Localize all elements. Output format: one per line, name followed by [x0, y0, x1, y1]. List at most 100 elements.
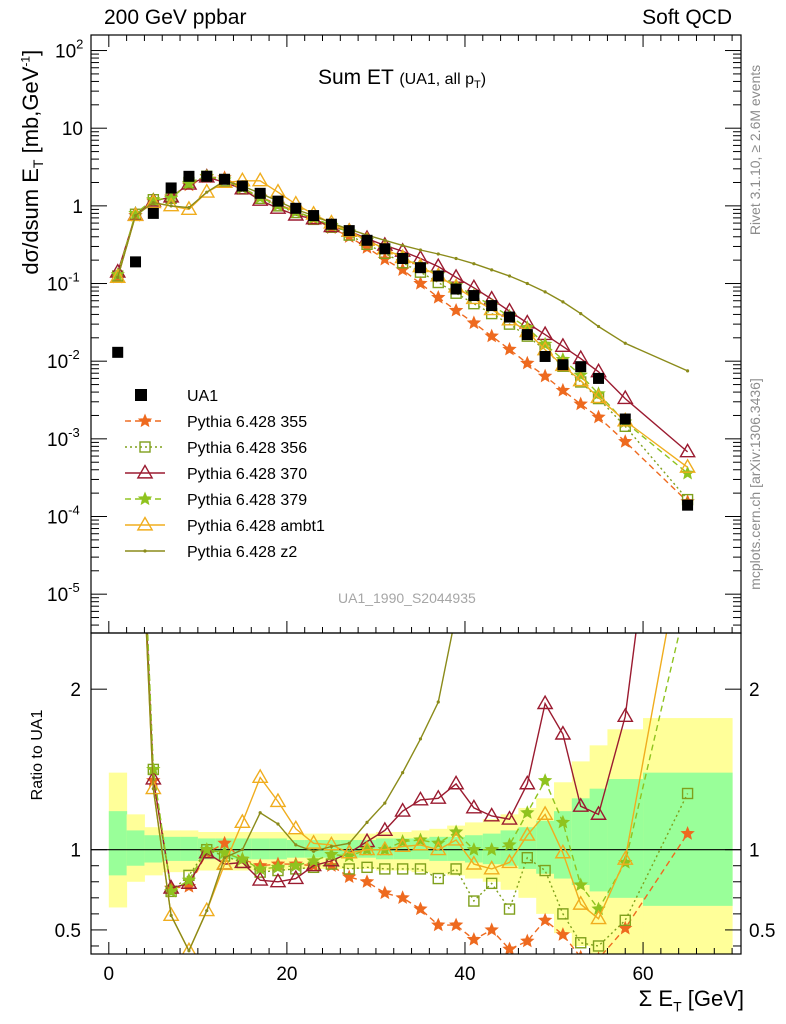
chart-title-main: Sum ET [318, 66, 394, 89]
ua1-data-point [236, 180, 248, 192]
ua1-data-point [254, 187, 266, 199]
series-1-ratio-point [359, 874, 375, 888]
ua1-data-point [557, 359, 569, 371]
ratio-inner-band [144, 835, 163, 863]
series-6-point [418, 248, 423, 252]
series-3-ratio-point [680, 223, 694, 235]
y-tick-label: 10-3 [47, 425, 80, 451]
y-tick-label: 10-5 [47, 580, 80, 606]
ratio-inner-band [162, 836, 181, 861]
series-3-ratio-point [465, 799, 483, 814]
series-6-point [472, 262, 476, 266]
series-1-point [502, 341, 517, 356]
series-2-ratio-point [539, 864, 551, 877]
series-5-ratio-point [216, 855, 233, 870]
series-4-ratio-point [520, 805, 535, 819]
ua1-data-point [130, 256, 142, 268]
rivet-version-label: Rivet 3.1.10, ≥ 2.6M events [747, 64, 763, 236]
series-6-ratio-point [294, 843, 298, 847]
y-axis-label: dσ/dsum ET [mb,GeV-1] [17, 49, 47, 275]
series-1-ratio-point [520, 933, 535, 948]
ua1-data-point [682, 499, 694, 511]
series-3-ratio-point [251, 871, 269, 886]
energy-label: 200 GeV ppbar [104, 6, 247, 29]
series-3-ratio-point [412, 791, 429, 806]
mcplots-label: mcplots.cern.ch [arXiv:1306.3436] [747, 378, 763, 590]
series-3-ratio-point [590, 805, 607, 820]
series-4-ratio-point [235, 851, 250, 866]
series-6-ratio-point [597, 259, 600, 262]
legend-marker-3 [136, 464, 154, 479]
series-5-ratio-point [323, 835, 340, 851]
series-6-point [561, 300, 565, 304]
series-1-point [466, 315, 482, 330]
series-6-point [116, 275, 120, 279]
legend-marker-1 [137, 413, 153, 428]
series-3-ratio-point [501, 810, 518, 825]
series-6-ratio-point [401, 771, 405, 775]
series-6-ratio-point [347, 841, 351, 845]
ratio-tick-label-right: 2 [749, 680, 760, 701]
series-3-ratio-point [394, 802, 411, 817]
ua1-data-point [486, 300, 498, 312]
series-5-ratio-point [376, 840, 394, 856]
series-4-ratio-point [181, 872, 197, 887]
legend-marker-4 [137, 491, 153, 506]
series-6-ratio-point [418, 737, 423, 741]
ua1-data-point [308, 210, 320, 222]
series-6-ratio-point [526, 278, 529, 281]
category-label: Soft QCD [642, 6, 732, 29]
ratio-inner-band [536, 820, 555, 874]
ua1-data-point [147, 207, 159, 219]
series-6-ratio-point [151, 787, 155, 791]
ua1-data-point [521, 329, 533, 341]
ua1-data-point [272, 195, 284, 207]
ua1-data-point [414, 262, 426, 274]
series-2-ratio-point [131, 347, 141, 357]
ua1-data-point [325, 218, 337, 230]
series-1-ratio-point [537, 912, 553, 927]
ratio-inner-band [251, 838, 270, 860]
series-1-ratio-point [680, 826, 695, 840]
series-1-ratio-point [502, 941, 517, 954]
legend-marker-5 [136, 516, 154, 531]
series-5-ratio-point [269, 792, 287, 808]
series-5-ratio-point [680, 510, 694, 522]
series-1-point [537, 368, 553, 383]
ratio-inner-band [643, 772, 733, 906]
series-1-ratio-point [129, 370, 141, 382]
series-2-ratio-point [485, 877, 498, 890]
series-1-point [618, 434, 633, 448]
series-6-ratio-point [454, 612, 457, 615]
ua1-data-point [165, 182, 177, 194]
series-1-ratio-point [342, 869, 357, 884]
series-5-ratio-point [128, 377, 142, 389]
series-6-point [454, 256, 458, 261]
ratio-inner-band [286, 840, 306, 858]
series-2-ratio-point [361, 861, 373, 874]
ratio-inner-band [108, 811, 128, 876]
ua1-data-point [593, 372, 605, 384]
series-5-ratio-point [162, 906, 180, 922]
series-5-ratio-point [358, 840, 376, 856]
legend-marker-6 [143, 549, 147, 553]
series-2-ratio-point [575, 937, 587, 949]
x-tick-label: 40 [454, 964, 475, 985]
series-6-ratio-point [187, 949, 191, 953]
series-5-point [109, 268, 127, 283]
series-5-point [144, 193, 162, 209]
series-5-ratio-point [287, 819, 305, 835]
series-3-ratio-point [376, 821, 394, 836]
series-6-point [151, 201, 155, 205]
series-2-ratio-point [557, 908, 569, 920]
series-6-point [543, 290, 547, 294]
series-5-ratio-point [447, 831, 465, 846]
ratio-inner-band [269, 838, 288, 860]
series-3-ratio-point [287, 869, 305, 885]
series-6-ratio-point [508, 466, 511, 469]
series-6-point [187, 205, 191, 210]
ratio-inner-band [607, 779, 644, 898]
ua1-data-point [619, 413, 631, 425]
series-6-point [436, 252, 440, 256]
series-5-point [572, 371, 590, 387]
